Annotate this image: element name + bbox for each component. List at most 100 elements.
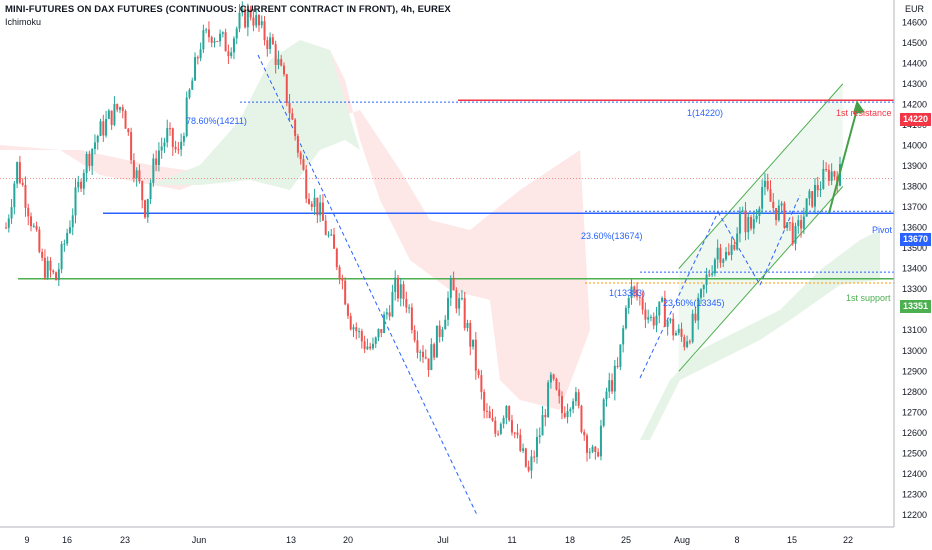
x-tick-label: 11: [507, 535, 516, 545]
candle-body: [55, 272, 58, 281]
candle-body: [702, 284, 705, 290]
candle-body: [405, 298, 408, 308]
candle-body: [352, 327, 355, 330]
candle-body: [241, 8, 244, 13]
resistance-label: 1st resistance: [836, 108, 892, 118]
candle-body: [636, 289, 639, 297]
candle-body: [716, 247, 719, 260]
candle-body: [263, 21, 266, 41]
y-tick-label: 13100: [902, 325, 927, 335]
candle-body: [485, 410, 488, 412]
candle-body: [608, 380, 611, 392]
candle-body: [594, 446, 597, 453]
candle-body: [341, 279, 344, 281]
candle-body: [330, 234, 333, 236]
candle-body: [730, 244, 733, 255]
x-tick-label: 20: [343, 535, 353, 545]
candle-body: [435, 325, 438, 358]
candle-body: [758, 208, 761, 216]
candle-body: [747, 217, 750, 233]
candle-body: [502, 417, 505, 424]
candle-body: [725, 251, 728, 260]
candle-body: [666, 320, 669, 327]
candle-body: [786, 222, 789, 228]
candle-body: [630, 286, 633, 299]
candle-body: [691, 313, 694, 342]
candle-body: [177, 149, 180, 151]
candle-body: [157, 150, 160, 166]
candle-body: [488, 411, 491, 419]
candle-body: [321, 202, 324, 221]
candle-body: [91, 148, 94, 166]
candle-body: [221, 32, 224, 34]
y-tick-label: 12700: [902, 407, 927, 417]
candle-body: [441, 329, 444, 337]
candle-body: [360, 331, 363, 342]
candle-body: [705, 274, 708, 285]
candle-body: [316, 197, 319, 216]
candle-body: [752, 219, 755, 229]
candle-body: [285, 74, 288, 104]
candle-body: [169, 128, 172, 130]
candle-body: [775, 208, 778, 221]
pivot-label: Pivot: [872, 225, 893, 235]
candle-body: [783, 203, 786, 228]
candle-body: [491, 418, 494, 421]
y-tick-label: 12900: [902, 366, 927, 376]
candle-body: [374, 337, 377, 344]
candle-body: [260, 21, 263, 26]
candle-body: [271, 37, 274, 45]
candle-body: [683, 336, 686, 348]
candle-body: [383, 314, 386, 333]
candle-body: [624, 307, 627, 329]
fib-786-label: 78.60%(14211): [186, 116, 247, 126]
candle-body: [71, 215, 74, 228]
candle-body: [769, 189, 772, 202]
candle-body: [510, 420, 513, 433]
candle-body: [43, 257, 46, 278]
candle-body: [472, 339, 475, 347]
candle-body: [466, 322, 469, 328]
candle-body: [497, 433, 500, 435]
candle-body: [369, 346, 372, 349]
candle-body: [816, 184, 819, 191]
candle-body: [555, 378, 558, 390]
candle-body: [513, 432, 516, 434]
candle-body: [82, 172, 85, 189]
pivot-price-tag: 13670: [900, 233, 932, 246]
candle-body: [380, 329, 383, 333]
candle-body: [266, 40, 269, 49]
candle-body: [333, 234, 336, 249]
candle-body: [419, 351, 422, 353]
candle-body: [132, 160, 135, 179]
candle-body: [160, 146, 163, 151]
candle-body: [63, 243, 66, 245]
candle-body: [649, 316, 652, 318]
candle-body: [10, 207, 13, 219]
candle-body: [130, 132, 133, 161]
candle-body: [708, 274, 711, 276]
candle-body: [163, 142, 166, 147]
candle-body: [324, 220, 327, 235]
candle-body: [41, 251, 44, 258]
candle-body: [52, 270, 55, 273]
candle-body: [174, 146, 177, 150]
candle-body: [294, 119, 297, 137]
candle-body: [447, 297, 450, 320]
candle-body: [613, 365, 616, 392]
candle-body: [80, 181, 83, 189]
candle-body: [319, 202, 322, 216]
indicator-label: Ichimoku: [5, 17, 42, 27]
candle-body: [171, 128, 174, 147]
candle-body: [182, 135, 185, 142]
candle-body: [499, 423, 502, 434]
candle-body: [522, 448, 525, 451]
candle-body: [196, 57, 199, 59]
candle-body: [296, 136, 299, 153]
candle-body: [519, 434, 522, 451]
candle-body: [27, 207, 30, 217]
y-tick-label: 12200: [902, 510, 927, 520]
candle-body: [335, 248, 338, 268]
candle-body: [408, 307, 411, 309]
